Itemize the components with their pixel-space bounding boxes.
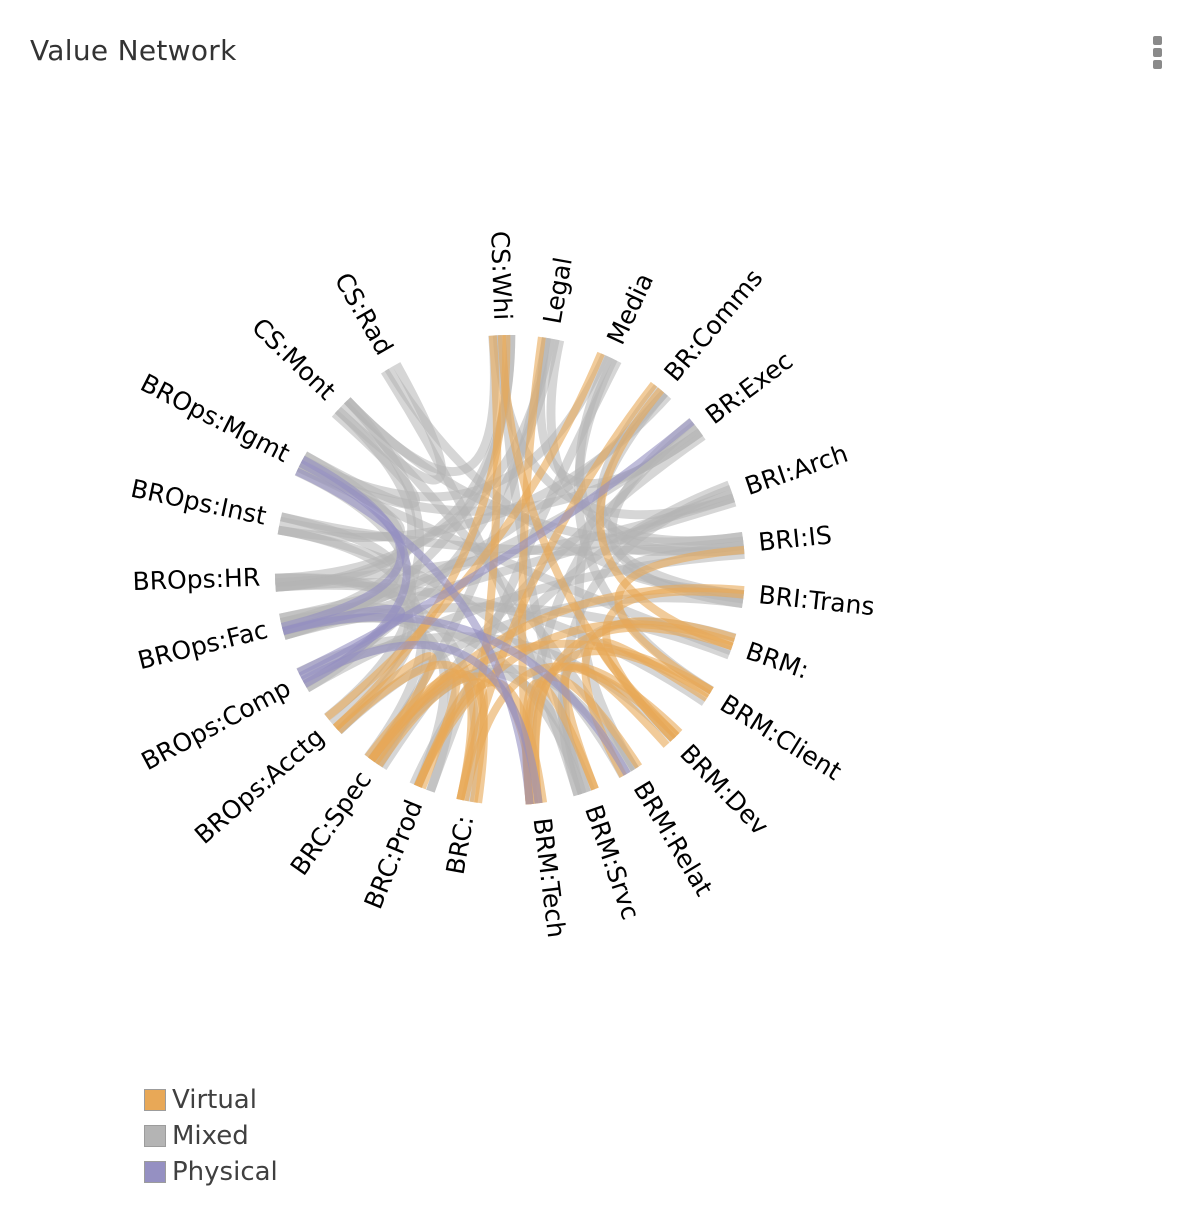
node-label[interactable]: BRM:: [742, 636, 812, 684]
node-label[interactable]: BRM:Client: [715, 689, 847, 786]
legend-label-physical: Physical: [172, 1157, 278, 1187]
node-label[interactable]: Legal: [538, 255, 578, 326]
node-label[interactable]: CS:Whi: [485, 230, 517, 320]
node-label[interactable]: BRC:Prod: [359, 796, 429, 913]
node-label[interactable]: BROps:Fac: [135, 615, 271, 675]
chord-link: [302, 410, 420, 509]
node-label[interactable]: CS:Mont: [246, 312, 341, 405]
node-label[interactable]: BRC:: [441, 813, 480, 876]
node-label[interactable]: BROps:Mgmt: [136, 368, 295, 468]
legend-item-mixed[interactable]: Mixed: [144, 1118, 278, 1154]
legend-item-virtual[interactable]: Virtual: [144, 1082, 278, 1118]
kebab-dot: [1152, 60, 1162, 69]
node-label[interactable]: BRM:Srvc: [579, 801, 645, 923]
node-label[interactable]: BRM:Dev: [674, 739, 774, 841]
node-label[interactable]: BRC:Spec: [285, 766, 378, 881]
chord-link: [324, 351, 605, 721]
kebab-dot: [1152, 48, 1162, 57]
chord-link: [300, 640, 543, 804]
chord-link: [426, 358, 622, 793]
chord-link: [334, 362, 446, 485]
node-label[interactable]: BR:Exec: [700, 346, 798, 430]
node-label[interactable]: BRI:Arch: [741, 439, 851, 501]
chord-link: [456, 381, 658, 801]
node-label[interactable]: BROps:HR: [132, 563, 261, 596]
legend-swatch-virtual: [144, 1089, 166, 1111]
legend-label-mixed: Mixed: [172, 1121, 249, 1151]
node-label[interactable]: BRM:Tech: [528, 816, 571, 939]
chord-link: [282, 604, 406, 680]
chord-link: [332, 652, 437, 763]
chord-link: [335, 660, 476, 801]
panel-title: Value Network: [30, 34, 237, 67]
chord-link: [371, 668, 461, 790]
legend: Virtual Mixed Physical: [144, 1082, 278, 1190]
kebab-dot: [1152, 36, 1162, 45]
legend-swatch-physical: [144, 1161, 166, 1183]
node-label[interactable]: BRM:Relat: [628, 776, 719, 901]
node-label[interactable]: CS:Rad: [329, 268, 399, 360]
legend-swatch-mixed: [144, 1125, 166, 1147]
node-label[interactable]: BRI:IS: [757, 520, 833, 557]
chord-link: [332, 334, 511, 731]
more-options-icon[interactable]: [1150, 36, 1164, 72]
chord-link: [295, 467, 534, 805]
node-label[interactable]: BROps:Inst: [128, 474, 269, 531]
node-label[interactable]: BRI:Trans: [757, 580, 876, 621]
legend-item-physical[interactable]: Physical: [144, 1154, 278, 1190]
links-layer: [274, 334, 745, 805]
legend-label-virtual: Virtual: [172, 1085, 257, 1115]
chord-link: [281, 459, 405, 631]
node-label[interactable]: Media: [601, 269, 659, 349]
